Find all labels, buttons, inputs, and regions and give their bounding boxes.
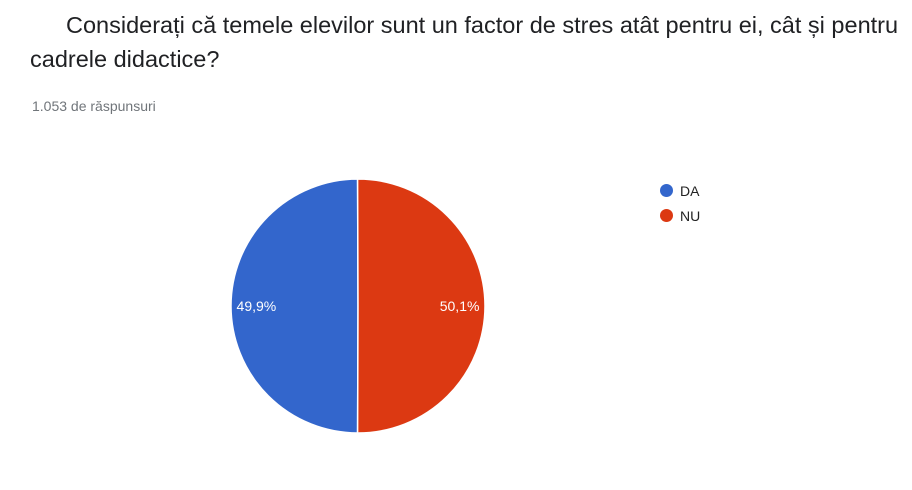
response-count: 1.053 de răspunsuri xyxy=(32,98,156,114)
chart-title: Considerați că temele elevilor sunt un f… xyxy=(30,12,899,72)
legend-dot-icon xyxy=(660,209,673,222)
pie-label-nu: 50,1% xyxy=(440,298,480,314)
pie-slice-da[interactable] xyxy=(230,178,359,434)
legend-label: NU xyxy=(680,207,701,224)
legend-label: DA xyxy=(680,182,700,199)
pie-label-da: 49,9% xyxy=(237,298,277,314)
legend: DA NU xyxy=(660,178,700,228)
legend-item-nu[interactable]: NU xyxy=(660,203,700,228)
legend-dot-icon xyxy=(660,184,673,197)
legend-item-da[interactable]: DA xyxy=(660,178,700,203)
pie-slice-nu[interactable] xyxy=(356,178,486,434)
